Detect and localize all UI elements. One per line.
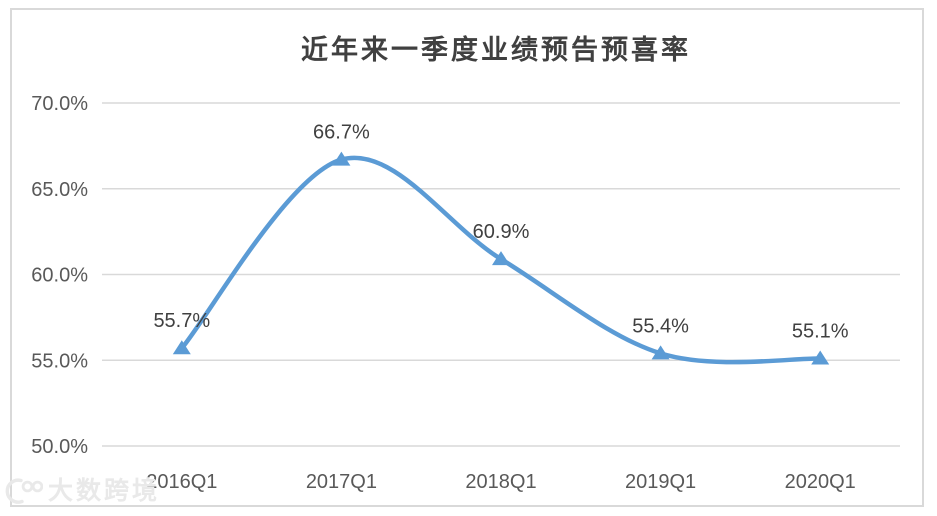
x-axis-tick-label: 2016Q1 bbox=[146, 471, 217, 493]
data-point-marker bbox=[332, 151, 351, 166]
data-label: 55.4% bbox=[632, 315, 689, 337]
x-axis-tick-label: 2017Q1 bbox=[306, 471, 377, 493]
y-axis-labels: 70.0% 65.0% 60.0% 55.0% 50.0% bbox=[31, 93, 88, 458]
x-axis-tick-label: 2020Q1 bbox=[785, 471, 856, 493]
y-axis-tick-label: 70.0% bbox=[31, 93, 88, 115]
brand-100-logo-icon bbox=[5, 478, 43, 504]
data-label: 55.7% bbox=[153, 310, 210, 332]
watermark: 大数跨境 bbox=[5, 476, 160, 506]
y-axis-tick-label: 50.0% bbox=[31, 436, 88, 458]
y-axis-tick-label: 65.0% bbox=[31, 179, 88, 201]
data-point-marker bbox=[492, 251, 510, 266]
data-label: 66.7% bbox=[313, 122, 370, 144]
data-label: 60.9% bbox=[473, 221, 530, 243]
x-axis-tick-label: 2018Q1 bbox=[465, 471, 536, 493]
data-label: 55.1% bbox=[792, 321, 849, 343]
data-point-marker bbox=[811, 350, 830, 365]
data-point-marker bbox=[172, 340, 191, 355]
y-axis-tick-label: 60.0% bbox=[31, 265, 88, 287]
y-axis-tick-label: 55.0% bbox=[31, 350, 88, 372]
data-labels: 55.7% 66.7% 60.9% 55.4% 55.1% bbox=[153, 122, 848, 343]
x-axis-tick-label: 2019Q1 bbox=[625, 471, 696, 493]
chart-frame bbox=[10, 8, 924, 507]
watermark-text: 大数跨境 bbox=[48, 476, 161, 505]
series-line bbox=[172, 151, 830, 365]
x-axis-labels: 2016Q1 2017Q1 2018Q1 2019Q1 2020Q1 bbox=[146, 471, 856, 493]
series-curve bbox=[179, 155, 823, 365]
gridlines bbox=[102, 102, 900, 447]
chart-title: 近年来一季度业绩预告预喜率 bbox=[301, 34, 691, 65]
data-point-marker bbox=[651, 345, 670, 360]
